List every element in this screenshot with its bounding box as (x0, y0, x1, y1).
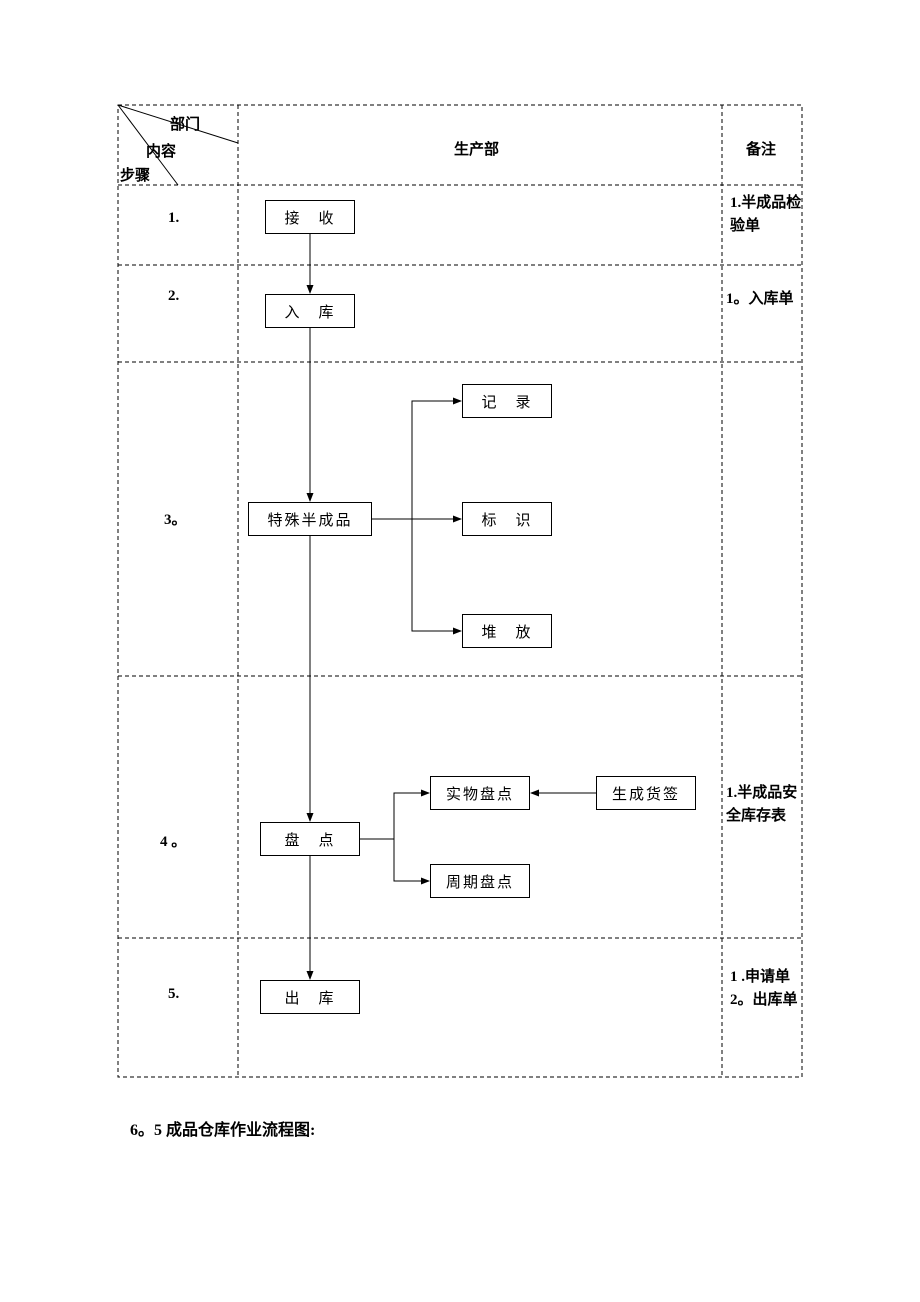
caption: 6。5 成品仓库作业流程图: (130, 1116, 315, 1140)
note-5: 1 .申请单 2。出库单 (730, 966, 808, 1011)
node-out: 出 库 (260, 980, 360, 1014)
node-receive: 接 收 (265, 200, 355, 234)
page-stage: 部门 内容 步骤 生产部 备注 1. 2. 3。 4 。 5. 1.半成品检验单… (0, 0, 920, 1302)
hdr-diag-bottom: 步骤 (120, 164, 150, 185)
hdr-col-middle: 生产部 (454, 138, 499, 159)
node-special: 特殊半成品 (248, 502, 372, 536)
note-4: 1.半成品安全库存表 (726, 782, 804, 827)
note-2: 1。入库单 (726, 288, 804, 311)
step-num-2: 2. (168, 288, 179, 305)
note-1: 1.半成品检验单 (730, 192, 808, 237)
step-num-1: 1. (168, 210, 179, 227)
node-stack: 堆 放 (462, 614, 552, 648)
hdr-diag-mid: 内容 (146, 140, 176, 161)
node-in: 入 库 (265, 294, 355, 328)
hdr-col-right: 备注 (746, 138, 776, 159)
node-cycle: 周期盘点 (430, 864, 530, 898)
step-num-4: 4 。 (160, 830, 186, 851)
step-num-5: 5. (168, 986, 179, 1003)
hdr-diag-top: 部门 (170, 113, 200, 134)
node-phys: 实物盘点 (430, 776, 530, 810)
node-record: 记 录 (462, 384, 552, 418)
node-check: 盘 点 (260, 822, 360, 856)
node-mark: 标 识 (462, 502, 552, 536)
node-tag: 生成货签 (596, 776, 696, 810)
step-num-3: 3。 (164, 508, 187, 529)
